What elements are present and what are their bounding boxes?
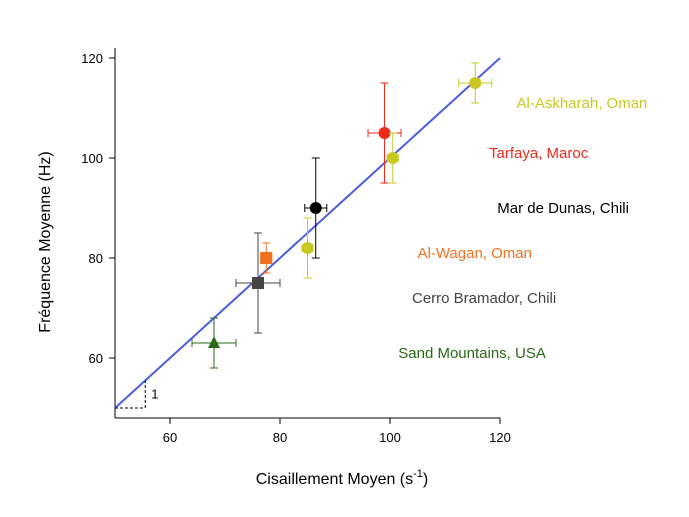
- circle-marker: [386, 152, 399, 164]
- slope-marker-label: 1: [151, 386, 158, 401]
- square-marker: [260, 252, 273, 264]
- x-tick-label: 120: [489, 430, 511, 445]
- data-point: [386, 132, 399, 184]
- site-label: Mar de Dunas, Chili: [497, 200, 629, 217]
- x-tick-label: 60: [163, 430, 177, 445]
- y-tick-label: 60: [89, 351, 103, 366]
- x-tick-label: 80: [273, 430, 287, 445]
- site-label: Cerro Bramador, Chili: [412, 290, 556, 307]
- slope-marker: 1: [115, 380, 158, 409]
- site-labels: Al-Askharah, Oman Tarfaya, Maroc Mar de Du…: [398, 95, 647, 362]
- triangle-marker: [208, 336, 220, 348]
- y-tick-label: 80: [89, 251, 103, 266]
- circle-marker: [301, 242, 314, 254]
- site-label: Al-Askharah, Oman: [517, 95, 648, 112]
- data-point: [260, 242, 273, 274]
- data-point: [304, 157, 328, 259]
- site-label: Tarfaya, Maroc: [489, 145, 589, 162]
- site-label: Sand Mountains, USA: [398, 345, 546, 362]
- site-label: Al-Wagan, Oman: [418, 245, 533, 262]
- x-tick-label: 100: [379, 430, 401, 445]
- y-tick-label: 100: [81, 151, 103, 166]
- data-point: [301, 217, 314, 279]
- data-points: [191, 62, 493, 369]
- x-axis-title: Cisaillement Moyen (s-1): [256, 468, 429, 488]
- data-point: [458, 62, 493, 104]
- axes: 60 80 100 120 60 80 100 120: [81, 48, 511, 445]
- data-point: [191, 317, 237, 369]
- circle-marker: [378, 127, 391, 139]
- circle-marker: [469, 77, 482, 89]
- y-tick-label: 120: [81, 51, 103, 66]
- data-point: [235, 232, 281, 334]
- y-axis-title: Fréquence Moyenne (Hz): [37, 151, 54, 332]
- square-marker: [252, 277, 264, 289]
- circle-marker: [309, 202, 322, 214]
